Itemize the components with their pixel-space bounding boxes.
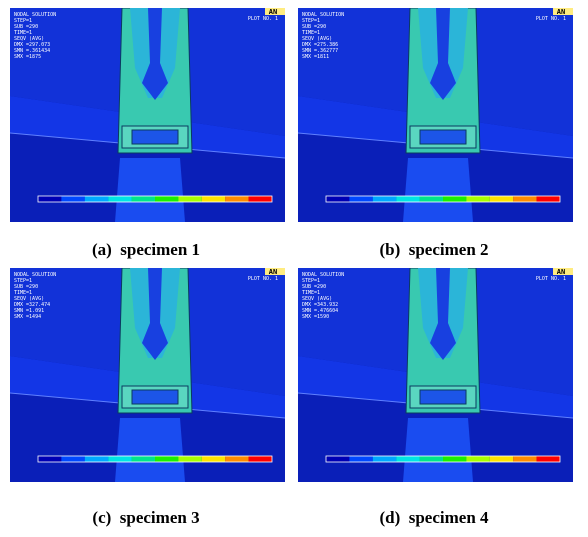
legend-swatch [396, 456, 419, 462]
base-window [132, 390, 178, 404]
legend-swatch [225, 456, 248, 462]
logo: AN [269, 8, 277, 16]
legend-swatch [202, 456, 225, 462]
caption: (c) specimen 3 [2, 508, 290, 528]
legend-swatch [225, 196, 248, 202]
legend-swatch [178, 196, 201, 202]
legend-swatch [373, 456, 396, 462]
legend-swatch [38, 196, 61, 202]
info-text: SMX =1875 [14, 54, 41, 60]
plot-number: PLOT NO. 1 [536, 276, 566, 282]
legend-swatch [396, 196, 419, 202]
lower-region [403, 418, 473, 482]
legend-swatch [108, 456, 131, 462]
lower-region [115, 418, 185, 482]
legend-swatch [466, 196, 489, 202]
lower-region [115, 158, 185, 222]
legend-swatch [420, 196, 443, 202]
logo: AN [557, 268, 565, 276]
legend-swatch [249, 196, 272, 202]
legend-swatch [490, 196, 513, 202]
plot-number: PLOT NO. 1 [248, 16, 278, 22]
legend-swatch [443, 196, 466, 202]
legend-swatch [513, 196, 536, 202]
legend-swatch [349, 456, 372, 462]
legend-swatch [443, 456, 466, 462]
legend-swatch [420, 456, 443, 462]
plot-number: PLOT NO. 1 [536, 16, 566, 22]
legend-swatch [349, 196, 372, 202]
legend-swatch [155, 456, 178, 462]
legend-swatch [108, 196, 131, 202]
legend-swatch [326, 196, 349, 202]
legend-swatch [132, 456, 155, 462]
logo: AN [269, 268, 277, 276]
legend-swatch [155, 196, 178, 202]
info-text: SMX =1811 [302, 54, 329, 60]
legend-swatch [249, 456, 272, 462]
base-window [420, 130, 466, 144]
legend-swatch [490, 456, 513, 462]
legend-swatch [202, 196, 225, 202]
legend-swatch [85, 196, 108, 202]
base-window [420, 390, 466, 404]
legend-swatch [132, 196, 155, 202]
legend-swatch [61, 196, 84, 202]
legend-swatch [61, 456, 84, 462]
legend-swatch [85, 456, 108, 462]
legend-swatch [513, 456, 536, 462]
lower-region [403, 158, 473, 222]
plot-number: PLOT NO. 1 [248, 276, 278, 282]
legend-swatch [38, 456, 61, 462]
logo: AN [557, 8, 565, 16]
legend-swatch [537, 196, 560, 202]
caption: (d) specimen 4 [290, 508, 578, 528]
page: NODAL SOLUTIONSTEP=1SUB =290TIME=1SEQV (… [0, 0, 588, 537]
info-text: SMX =1590 [302, 314, 329, 320]
legend-swatch [466, 456, 489, 462]
info-text: SMX =1494 [14, 314, 41, 320]
caption: (b) specimen 2 [290, 240, 578, 260]
base-window [132, 130, 178, 144]
caption: (a) specimen 1 [2, 240, 290, 260]
legend-swatch [373, 196, 396, 202]
legend-swatch [537, 456, 560, 462]
legend-swatch [178, 456, 201, 462]
legend-swatch [326, 456, 349, 462]
